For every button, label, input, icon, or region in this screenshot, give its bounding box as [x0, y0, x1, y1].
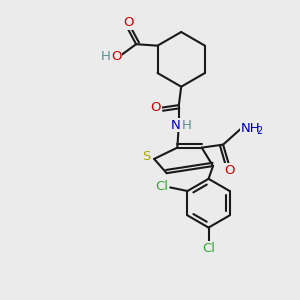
Text: O: O [151, 101, 161, 114]
Text: O: O [224, 164, 234, 177]
Text: H: H [100, 50, 110, 63]
Text: O: O [123, 16, 134, 29]
Text: Cl: Cl [155, 180, 168, 194]
Text: Cl: Cl [202, 242, 215, 255]
Text: 2: 2 [256, 126, 262, 136]
Text: H: H [182, 118, 192, 131]
Text: N: N [170, 118, 180, 131]
Text: NH: NH [241, 122, 261, 134]
Text: O: O [111, 50, 122, 63]
Text: S: S [142, 150, 151, 163]
